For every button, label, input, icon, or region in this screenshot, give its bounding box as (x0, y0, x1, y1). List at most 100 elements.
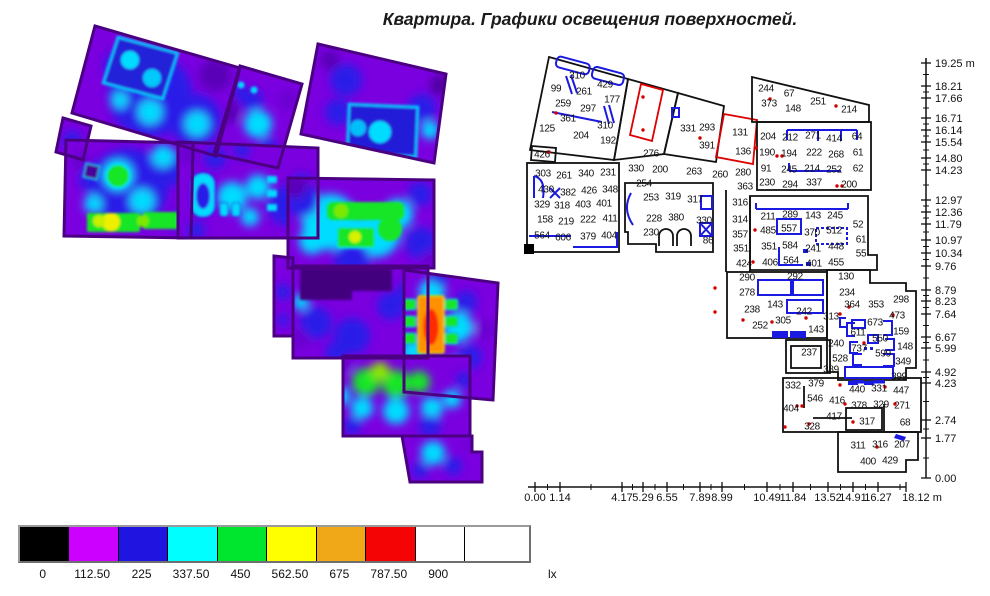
h-axis-label: 10.49 (753, 492, 781, 504)
lux-value: 430 (538, 185, 555, 196)
desk (300, 268, 392, 300)
legend-swatch (316, 527, 367, 561)
lux-value: 298 (893, 295, 910, 306)
plan-black-marker (524, 244, 534, 254)
illuminance-heatmap (54, 24, 500, 484)
lux-value: 546 (807, 394, 824, 405)
lux-value: 200 (841, 180, 858, 191)
lux-value: 260 (712, 170, 729, 181)
lux-value: 207 (894, 440, 911, 451)
lux-value: 314 (732, 215, 749, 226)
illuminance-legend (18, 525, 531, 563)
v-axis-label: 10.97 (935, 235, 963, 247)
lux-value: 414 (826, 134, 843, 145)
lux-value: 429 (882, 456, 899, 467)
v-axis-label: 12.97 (935, 195, 963, 207)
v-axis-label: 16.14 (935, 125, 963, 137)
lux-value: 252 (826, 165, 843, 176)
legend-swatch (415, 527, 465, 561)
lux-value: 389 (823, 365, 840, 376)
v-axis-label: 8.79 (935, 285, 956, 297)
lux-value: 61 (856, 235, 867, 246)
lux-value: 240 (828, 339, 845, 350)
lux-value: 331 (680, 124, 697, 135)
heatmap-walls (54, 24, 500, 484)
lux-value: 261 (576, 87, 593, 98)
lux-value: 379 (580, 232, 597, 243)
v-axis-label: 7.64 (935, 309, 956, 321)
sofa-set (327, 202, 404, 249)
lux-value: 351 (761, 242, 778, 253)
lux-value: 313 (823, 312, 840, 323)
lux-value: 289 (782, 210, 799, 221)
legend-values: 0 112.50 225 337.50 450 562.50 675 787.50 900 (18, 567, 463, 581)
lux-value: 353 (868, 300, 885, 311)
lux-value: 130 (838, 272, 855, 283)
lux-value: 401 (806, 259, 823, 270)
v-axis-label: 1.77 (935, 433, 956, 445)
lux-value: 293 (699, 123, 716, 134)
lux-value: 62 (853, 164, 864, 175)
lux-value: 219 (558, 217, 575, 228)
v-axis-label: 14.23 (935, 165, 963, 177)
legend-unit: lx (548, 567, 557, 581)
lux-value: 363 (737, 182, 754, 193)
h-axis-label: 16.27 (864, 492, 892, 504)
lux-value: 557 (781, 224, 798, 235)
h-axis-label: 6.55 (656, 492, 677, 504)
lux-value: 606 (555, 233, 572, 244)
lux-value: 52 (853, 220, 864, 231)
lux-value: 214 (804, 164, 821, 175)
lux-value: 222 (806, 148, 823, 159)
lux-value: 400 (860, 457, 877, 468)
lux-value: 361 (560, 114, 577, 125)
v-axis-label: 15.54 (935, 137, 963, 149)
lux-value: 340 (578, 169, 595, 180)
lux-value: 404 (783, 404, 800, 415)
lux-value: 584 (782, 241, 799, 252)
plan-furniture-blue (529, 55, 906, 441)
lux-value: 67 (784, 89, 795, 100)
lux-value: 143 (805, 211, 822, 222)
lux-value: 148 (785, 104, 802, 115)
legend-swatch (168, 527, 218, 561)
lux-value: 292 (787, 272, 804, 283)
h-axis-label: 0.00 (524, 492, 545, 504)
lux-value: 237 (801, 348, 818, 359)
v-axis-label: 14.80 (935, 153, 963, 165)
lux-value: 317 (859, 417, 876, 428)
lux-value: 473 (889, 311, 906, 322)
lux-value: 319 (665, 192, 682, 203)
v-axis-label: 2.74 (935, 415, 956, 427)
v-axis-label: 12.36 (935, 207, 963, 219)
lux-value: 330 (628, 164, 645, 175)
lux-value: 253 (643, 193, 660, 204)
lux-value: 455 (828, 258, 845, 269)
lux-value: 599 (875, 349, 892, 360)
v-axis-label: 0.00 (935, 473, 956, 485)
lux-value: 271 (805, 131, 822, 142)
round-table (105, 163, 131, 189)
h-axis-label: 7.89 (689, 492, 710, 504)
lux-value: 337 (806, 178, 823, 189)
lux-value: 310 (569, 71, 586, 82)
lux-value: 159 (893, 327, 910, 338)
lux-value: 244 (758, 84, 775, 95)
lux-value: 200 (652, 165, 669, 176)
lux-value: 379 (808, 379, 825, 390)
lux-value: 251 (810, 97, 827, 108)
lux-value: 317 (687, 195, 704, 206)
lux-value: 61 (853, 148, 864, 159)
legend-value: 337.50 (172, 567, 210, 581)
lux-value: 310 (597, 121, 614, 132)
lux-value: 228 (646, 214, 663, 225)
lux-value: 485 (760, 226, 777, 237)
lux-value: 143 (767, 300, 784, 311)
lux-value: 447 (893, 386, 910, 397)
lux-value: 328 (804, 422, 821, 433)
lux-value: 330 (696, 216, 713, 227)
lux-value: 276 (643, 149, 660, 160)
h-axis-label: 1.14 (549, 492, 570, 504)
lux-value: 212 (782, 133, 799, 144)
